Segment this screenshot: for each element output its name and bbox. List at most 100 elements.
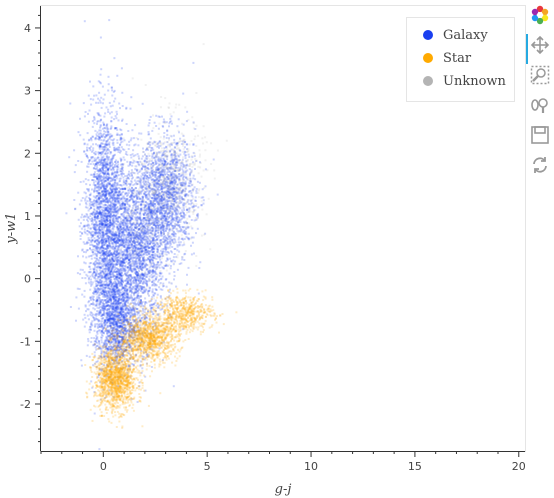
data-point — [112, 266, 115, 269]
data-point — [126, 320, 129, 323]
data-point — [123, 284, 126, 287]
data-point — [101, 238, 104, 241]
data-point — [151, 212, 154, 215]
data-point — [108, 183, 111, 185]
data-point — [124, 296, 127, 299]
data-point — [98, 231, 101, 234]
data-point — [87, 165, 90, 168]
data-point — [122, 222, 125, 225]
data-point — [134, 217, 137, 220]
data-point — [128, 177, 130, 180]
data-point — [112, 294, 115, 297]
data-point — [125, 257, 128, 260]
data-point — [120, 243, 123, 246]
data-point — [146, 241, 149, 244]
data-point — [144, 183, 147, 186]
data-point — [172, 182, 175, 185]
data-point — [118, 285, 121, 287]
data-point — [103, 296, 106, 299]
data-point — [154, 172, 157, 174]
data-point — [135, 263, 138, 266]
data-point — [102, 231, 104, 234]
data-point — [98, 343, 101, 346]
data-point — [84, 277, 87, 280]
data-point — [93, 239, 96, 242]
data-point — [121, 242, 124, 245]
data-point — [117, 196, 120, 199]
data-point — [139, 231, 142, 234]
data-point — [100, 221, 103, 224]
data-point — [127, 276, 130, 279]
data-point — [87, 188, 90, 191]
data-point — [84, 305, 87, 308]
data-point — [83, 230, 86, 233]
data-point — [109, 164, 112, 167]
data-point — [121, 91, 124, 94]
data-point — [121, 232, 124, 235]
data-point — [134, 287, 137, 290]
data-point — [107, 168, 109, 171]
data-point — [93, 201, 96, 204]
data-point — [126, 233, 129, 236]
data-point — [101, 190, 104, 193]
data-point — [92, 262, 95, 265]
data-point — [144, 249, 147, 252]
data-point — [130, 229, 133, 232]
data-point — [130, 214, 133, 217]
data-point — [147, 246, 150, 249]
data-point — [104, 233, 107, 236]
data-point — [129, 283, 131, 286]
data-point — [94, 136, 97, 139]
data-point — [119, 228, 122, 231]
data-point — [114, 188, 117, 191]
data-point — [88, 207, 91, 210]
data-point — [116, 245, 119, 248]
data-point — [128, 244, 130, 247]
data-point — [117, 146, 120, 149]
data-point — [138, 212, 141, 215]
data-point — [99, 82, 102, 85]
data-point — [141, 334, 144, 337]
data-point — [137, 334, 140, 337]
data-point — [105, 284, 108, 287]
data-point — [142, 236, 145, 239]
data-point — [98, 177, 101, 180]
data-point — [100, 246, 103, 249]
data-point — [93, 219, 96, 222]
data-point — [115, 258, 118, 261]
data-point — [150, 263, 153, 266]
data-point — [112, 218, 115, 220]
data-point — [141, 227, 144, 230]
data-point — [147, 310, 150, 313]
data-point — [128, 234, 131, 237]
data-point — [90, 298, 92, 301]
data-point — [109, 271, 112, 274]
data-point — [112, 307, 115, 310]
data-point — [126, 200, 129, 203]
data-point — [85, 213, 88, 215]
data-point — [126, 212, 129, 215]
data-point — [152, 329, 155, 332]
data-point — [105, 218, 108, 221]
data-point — [98, 228, 101, 231]
data-point — [168, 230, 171, 233]
data-point — [98, 229, 101, 232]
data-point — [158, 278, 160, 281]
data-point — [169, 192, 171, 194]
data-point — [74, 164, 77, 167]
data-point — [103, 293, 106, 296]
data-point — [131, 250, 134, 253]
data-point — [106, 218, 109, 221]
data-point — [148, 279, 151, 282]
data-point — [127, 298, 130, 301]
data-point — [144, 290, 147, 293]
data-point — [166, 221, 169, 224]
data-point — [94, 225, 97, 228]
data-point — [166, 258, 169, 261]
data-point — [174, 200, 177, 203]
data-point — [126, 207, 129, 210]
data-point — [134, 302, 137, 305]
data-point — [103, 115, 106, 118]
data-point — [162, 285, 164, 288]
